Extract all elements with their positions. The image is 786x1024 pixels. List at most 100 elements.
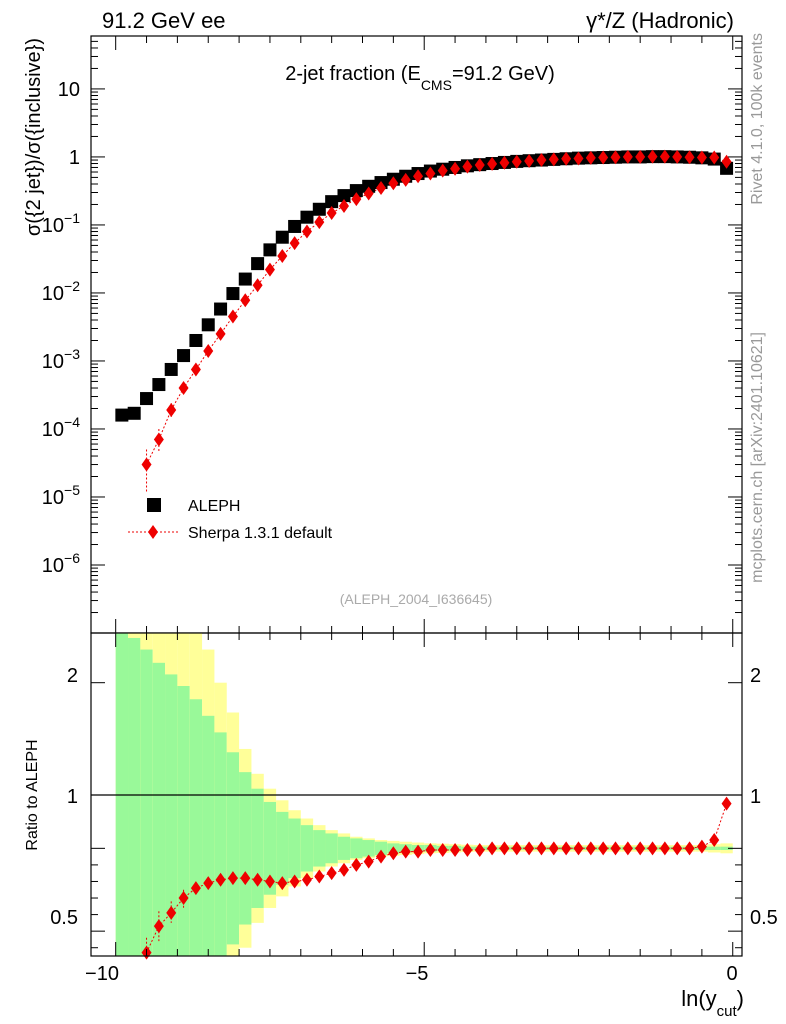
legend-aleph-marker — [147, 498, 161, 512]
ratio-point — [240, 871, 251, 886]
ratio-point — [561, 841, 572, 856]
band-inner-bin — [239, 772, 252, 925]
aleph-point — [152, 378, 166, 392]
ratio-point — [635, 841, 646, 856]
ratio-marks — [141, 796, 732, 960]
band-inner-bin — [177, 686, 190, 956]
xtick-label-minus5: −5 — [406, 963, 429, 985]
ratio-panel: 2 1 0.5 2 1 0.5 −10 −5 0 Ratio to ALEPH … — [24, 632, 778, 1020]
ratio-ytick-label-left-05: 0.5 — [50, 907, 78, 929]
band-inner-bin — [189, 699, 203, 956]
main-ytick-label: 1 — [69, 147, 80, 169]
sherpa-point — [351, 192, 362, 207]
main-frame — [90, 35, 743, 634]
band-inner-bin — [708, 846, 721, 850]
ratio-point — [499, 841, 510, 856]
sherpa-point — [203, 344, 214, 359]
sherpa-point — [684, 150, 695, 165]
ratio-point — [289, 874, 300, 889]
sherpa-point — [190, 362, 201, 377]
analysis-watermark: (ALEPH_2004_I636645) — [340, 591, 493, 607]
aleph-point — [325, 195, 339, 209]
band-inner-bin — [263, 801, 277, 895]
band-inner-bin — [251, 788, 264, 908]
band-inner-bin — [288, 818, 301, 879]
sherpa-point — [659, 149, 670, 164]
aleph-point — [263, 243, 277, 257]
ratio-point — [363, 854, 374, 869]
ratio-point — [474, 842, 485, 857]
aleph-point — [177, 349, 191, 363]
sherpa-point — [548, 152, 559, 167]
sherpa-point — [672, 149, 683, 164]
aleph-point — [300, 210, 314, 224]
x-axis-label: ln(ycut) — [681, 986, 744, 1020]
sherpa-point — [400, 172, 411, 187]
main-y-tick-labels: 10−6 10−5 10−4 10−3 10−2 10−1 1 10 — [42, 79, 80, 577]
sherpa-point — [166, 403, 177, 418]
ratio-point — [227, 871, 238, 886]
aleph-point — [312, 202, 326, 216]
ratio-point — [721, 796, 732, 811]
legend-sherpa-label: Sherpa 1.3.1 default — [188, 525, 333, 542]
ratio-point — [203, 876, 214, 891]
sherpa-point — [227, 309, 238, 324]
sherpa-point — [289, 236, 300, 251]
main-ytick-label: 10−4 — [42, 414, 80, 441]
ratio-point — [425, 842, 436, 857]
ratio-point — [388, 846, 399, 861]
ratio-line — [146, 803, 728, 953]
sherpa-point — [376, 180, 387, 195]
main-ytick-label: 10−2 — [42, 278, 80, 305]
sherpa-point — [252, 278, 263, 293]
sherpa-point — [301, 224, 312, 239]
main-y-axis-label: σ({2 jet})/σ({inclusive}) — [23, 38, 45, 236]
sherpa-point — [141, 457, 152, 472]
ratio-ytick-label-right-2: 2 — [750, 665, 761, 687]
ratio-bands — [115, 633, 733, 956]
band-inner-bin — [276, 811, 289, 885]
aleph-point — [238, 272, 252, 286]
sherpa-point — [178, 381, 189, 396]
sherpa-point — [635, 149, 646, 164]
band-inner-bin — [202, 715, 215, 956]
aleph-point — [164, 362, 178, 376]
ratio-point — [487, 841, 498, 856]
aleph-point — [140, 392, 154, 406]
ratio-point — [709, 833, 720, 848]
ratio-point — [277, 876, 288, 891]
main-ticks — [91, 35, 742, 634]
ratio-ytick-label-right-05: 0.5 — [750, 907, 778, 929]
sherpa-point — [573, 151, 584, 166]
sherpa-point — [647, 149, 658, 164]
main-ytick-label: 10−1 — [42, 210, 80, 237]
sherpa-point — [326, 205, 337, 220]
main-plot-marks — [115, 149, 734, 492]
band-inner-bin — [325, 833, 338, 864]
band-inner-bin — [300, 825, 314, 872]
ratio-ytick-label-left-1: 1 — [67, 786, 78, 808]
sherpa-point — [561, 151, 572, 166]
sherpa-point — [277, 248, 288, 263]
sherpa-point — [437, 163, 448, 178]
main-ytick-label: 10 — [58, 79, 80, 101]
ratio-point — [684, 841, 695, 856]
band-inner-bin — [362, 840, 375, 857]
sherpa-point — [598, 150, 609, 165]
band-inner-bin — [140, 649, 153, 956]
ratio-point — [252, 872, 263, 887]
aleph-point — [226, 287, 240, 301]
ratio-ytick-label-left-2: 2 — [67, 665, 78, 687]
legend-aleph-label: ALEPH — [188, 498, 240, 515]
sherpa-point — [524, 154, 535, 169]
aleph-point — [127, 406, 141, 420]
sherpa-point — [622, 149, 633, 164]
ratio-point — [166, 905, 177, 920]
sherpa-point — [338, 198, 349, 213]
ratio-ticks — [91, 633, 742, 956]
sherpa-point — [264, 262, 275, 277]
aleph-point — [201, 318, 215, 332]
ratio-point — [326, 866, 337, 881]
ratio-point — [622, 841, 633, 856]
ratio-y-axis-label: Ratio to ALEPH — [24, 739, 41, 850]
